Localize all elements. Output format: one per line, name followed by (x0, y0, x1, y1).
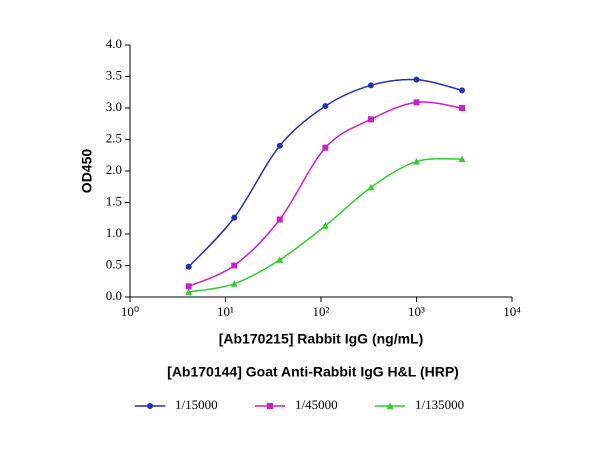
x-tick-label: 10² (313, 304, 330, 319)
y-tick-label: 1.0 (106, 225, 122, 240)
y-tick-label: 1.5 (106, 193, 122, 208)
legend-label: 1/135000 (415, 397, 464, 412)
x-tick-label: 10³ (408, 304, 425, 319)
x-tick-label: 10⁴ (503, 304, 521, 319)
y-tick-label: 3.5 (106, 67, 122, 82)
y-tick-label: 4.0 (106, 36, 122, 51)
y-tick-label: 2.5 (106, 130, 122, 145)
marker (276, 142, 283, 149)
legend-label: 1/45000 (295, 397, 338, 412)
marker (367, 82, 374, 89)
marker (185, 283, 192, 290)
marker (367, 116, 374, 123)
marker (459, 105, 466, 111)
marker (386, 402, 394, 409)
y-axis-title: OD450 (79, 149, 95, 194)
marker (321, 222, 329, 229)
marker (276, 256, 284, 263)
x-tick-label: 10⁰ (121, 304, 139, 319)
marker (230, 280, 238, 287)
marker (459, 87, 466, 94)
marker (231, 214, 238, 221)
legend-label: 1/15000 (175, 397, 218, 412)
x-tick-label: 10¹ (217, 304, 234, 319)
marker (367, 183, 375, 191)
marker (322, 144, 329, 151)
marker (276, 216, 283, 223)
marker (231, 262, 238, 269)
y-tick-label: 3.0 (106, 99, 122, 114)
fit-curve (188, 101, 463, 287)
marker (413, 99, 420, 106)
marker (322, 103, 329, 110)
y-tick-label: 2.0 (106, 162, 122, 177)
marker (413, 158, 420, 165)
subtitle: [Ab170144] Goat Anti-Rabbit IgG H&L (HRP… (167, 364, 459, 380)
y-tick-label: 0.5 (106, 256, 122, 271)
marker (185, 263, 192, 270)
marker (458, 155, 466, 163)
y-tick-label: 0.0 (106, 288, 122, 303)
marker (413, 76, 420, 83)
marker (147, 403, 153, 409)
marker (267, 403, 273, 409)
marker (185, 288, 193, 295)
x-axis-title: [Ab170215] Rabbit IgG (ng/mL) (219, 331, 424, 347)
